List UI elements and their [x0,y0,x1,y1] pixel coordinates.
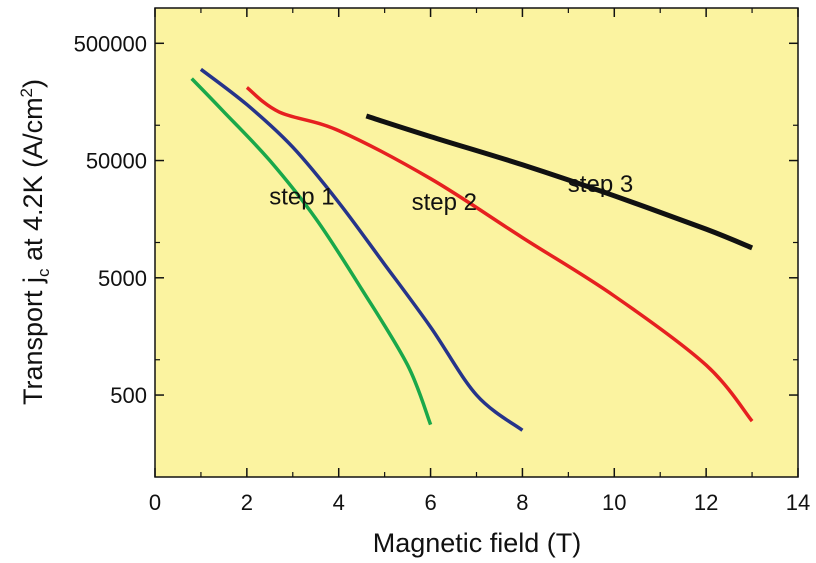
y-axis-title-prefix: Transport j [18,277,48,405]
y-axis-title-subscript: c [34,268,53,277]
x-tick-label: 6 [424,490,436,515]
y-axis-title-superscript: 2 [17,88,36,97]
y-axis: 500 5000 50000 500000 [74,31,798,408]
x-tick-label: 8 [516,490,528,515]
y-axis-title-middle: at 4.2K (A/cm [18,97,48,268]
y-tick-label: 5000 [98,266,147,291]
x-tick-label: 4 [333,490,345,515]
series-line-3 [245,86,754,423]
x-tick-label: 12 [694,490,718,515]
x-tick-label: 0 [149,490,161,515]
annotation-layer: step 1 step 2 step 3 [269,171,633,216]
y-axis-title: Transport jc at 4.2K (A/cm2) [17,79,53,405]
y-tick-label: 500 [110,383,147,408]
x-tick-label: 2 [241,490,253,515]
series-layer [190,67,754,432]
x-axis: 0 2 4 6 8 10 12 14 [149,8,810,515]
series-line-4 [365,113,754,251]
x-tick-label: 14 [786,490,810,515]
series-line-1 [190,77,433,426]
y-tick-label: 50000 [86,149,147,174]
plot-area [155,8,798,477]
x-tick-label: 10 [602,490,626,515]
series-line-2 [199,67,524,432]
y-axis-title-suffix: ) [18,79,48,88]
annotation-step-2: step 2 [412,189,477,216]
annotation-step-1: step 1 [269,184,334,211]
y-tick-label: 500000 [74,31,147,56]
annotation-step-3: step 3 [568,171,633,198]
x-axis-title: Magnetic field (T) [373,528,582,558]
